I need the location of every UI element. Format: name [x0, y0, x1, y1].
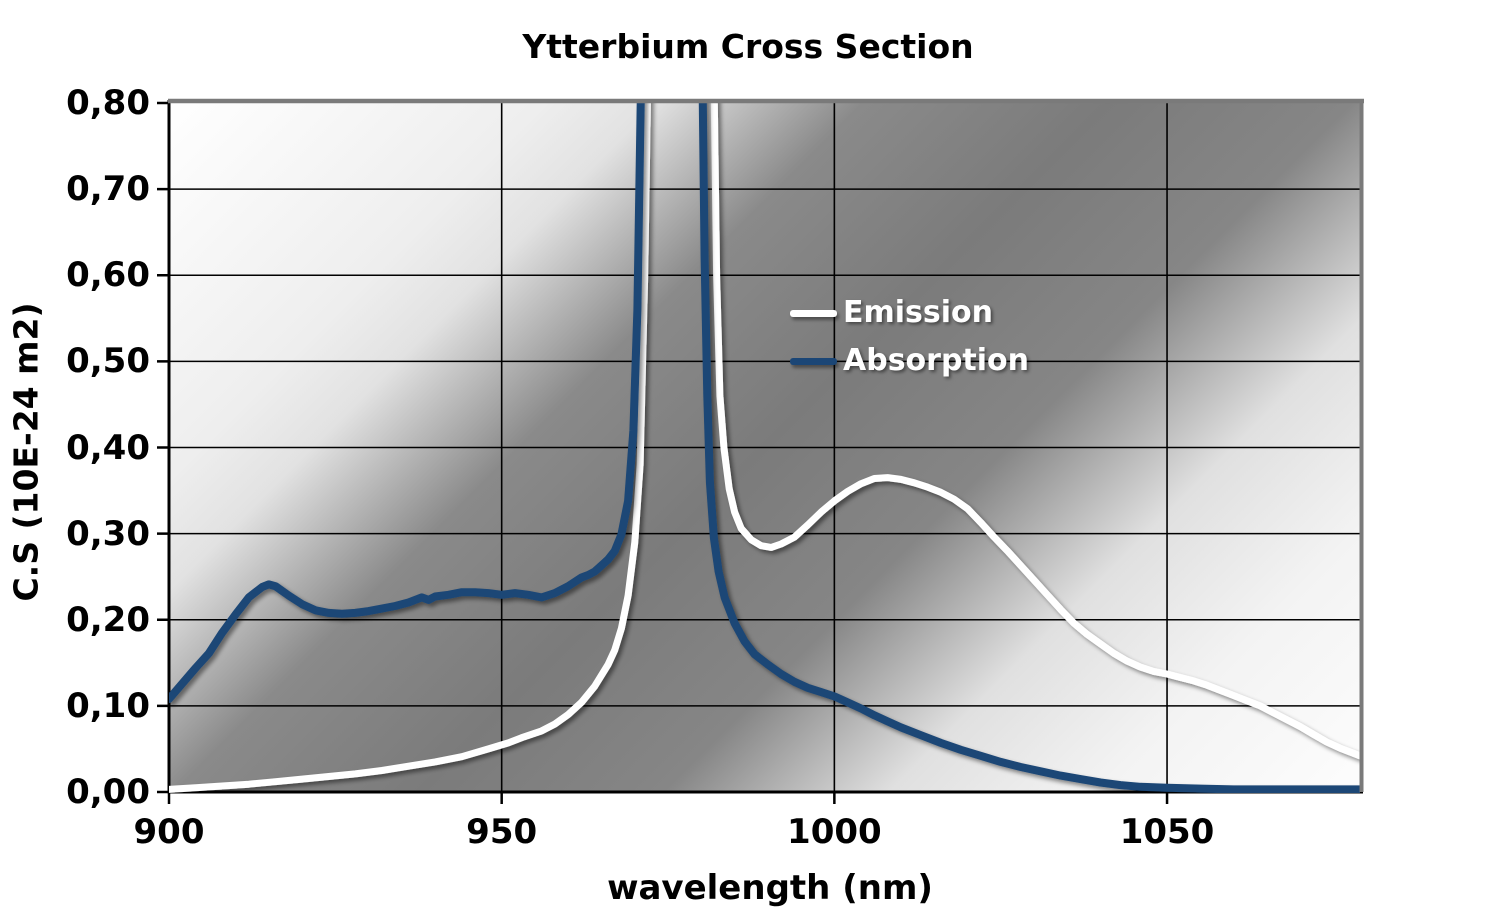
y-tick-label-0,30: 0,30	[66, 513, 150, 554]
legend-item-emission: Emission	[790, 296, 993, 330]
x-tick-label-1050: 1050	[1119, 812, 1215, 852]
series-line-absorption	[169, 100, 1360, 793]
y-tick-label-0,00: 0,00	[66, 772, 150, 812]
y-tick-label-0,20: 0,20	[66, 599, 150, 640]
x-tick-label-950: 950	[466, 812, 538, 852]
legend-label-emission: Emission	[843, 295, 993, 330]
emission-line-sample	[790, 309, 837, 317]
y-tick-label-0,40: 0,40	[66, 427, 150, 468]
legend-label-absorption: Absorption	[843, 343, 1030, 378]
x-tick-label-900: 900	[133, 812, 205, 852]
y-tick-label-0,80: 0,80	[66, 83, 150, 123]
series-line-emission	[169, 100, 1360, 793]
x-tick-label-1000: 1000	[787, 812, 882, 852]
x-axis-title: wavelength (nm)	[607, 868, 933, 908]
y-tick-label-0,70: 0,70	[66, 169, 150, 210]
legend-item-absorption: Absorption	[790, 344, 1029, 378]
chart-title: Ytterbium Cross Section	[522, 27, 974, 66]
y-tick-label-0,60: 0,60	[66, 255, 150, 296]
plot-area-background	[169, 101, 1360, 792]
y-tick-label-0,10: 0,10	[66, 685, 150, 726]
y-tick-label-0,50: 0,50	[66, 341, 150, 382]
absorption-line-sample	[790, 357, 837, 365]
